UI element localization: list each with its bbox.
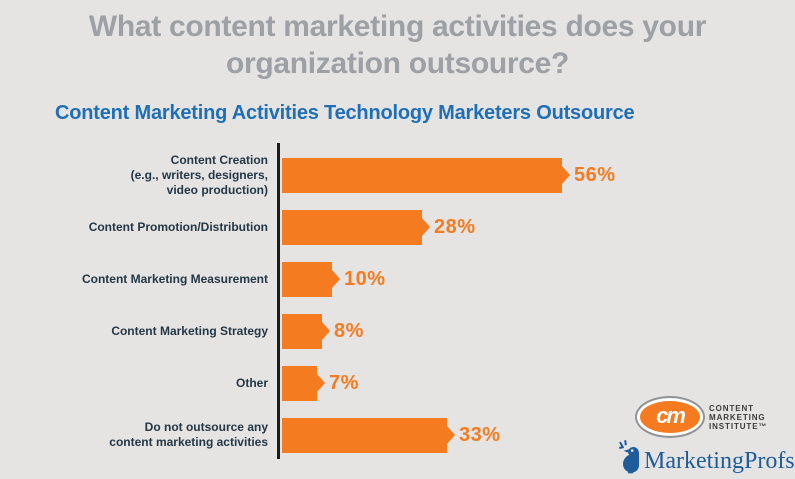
category-label-line: (e.g., writers, designers, bbox=[130, 167, 268, 182]
bar-arrow-tip bbox=[317, 374, 325, 392]
value-label: 28% bbox=[434, 215, 476, 238]
value-label: 33% bbox=[459, 423, 501, 446]
bar-area: 7% bbox=[282, 365, 359, 401]
attribution-logos: cm CONTENT MARKETING INSTITUTE™ bbox=[619, 398, 795, 474]
chart-row: Content Marketing Measurement 10% bbox=[0, 253, 795, 305]
bar-chart: Content Creation (e.g., writers, designer… bbox=[0, 143, 795, 473]
bar bbox=[282, 261, 340, 297]
chart-row: Other 7% bbox=[0, 357, 795, 409]
category-label: Other bbox=[0, 376, 268, 391]
chart-row: Content Marketing Strategy 8% bbox=[0, 305, 795, 357]
cmi-name: CONTENT MARKETING INSTITUTE™ bbox=[709, 404, 767, 431]
category-label-line: Content Marketing Strategy bbox=[111, 323, 268, 338]
cmi-logo: cm CONTENT MARKETING INSTITUTE™ bbox=[619, 398, 789, 436]
bar-arrow-tip bbox=[332, 270, 340, 288]
bar-arrow-tip bbox=[422, 218, 430, 236]
page-title-line-2: organization outsource? bbox=[225, 47, 570, 80]
bar bbox=[282, 313, 330, 349]
marketingprofs-logo: MarketingProfs bbox=[619, 440, 795, 474]
value-label: 10% bbox=[344, 267, 386, 290]
category-label-line: content marketing activities bbox=[109, 435, 268, 449]
category-label: Do not outsource any content marketing ac… bbox=[0, 420, 268, 450]
bird-icon bbox=[619, 440, 639, 474]
category-label: Content Marketing Measurement bbox=[0, 272, 268, 287]
chart-row: Do not outsource any content marketing ac… bbox=[0, 409, 795, 461]
bar-area: 56% bbox=[282, 157, 616, 193]
bar bbox=[282, 209, 430, 245]
value-label: 7% bbox=[329, 371, 359, 394]
bar bbox=[282, 157, 570, 193]
bar-arrow-tip bbox=[322, 322, 330, 340]
bar-arrow-tip bbox=[447, 426, 455, 444]
bar-area: 33% bbox=[282, 417, 501, 453]
y-axis-line bbox=[277, 143, 280, 459]
category-label-line: video production) bbox=[166, 182, 268, 197]
bar bbox=[282, 365, 325, 401]
category-label-line: Other bbox=[235, 375, 268, 390]
cmi-name-line-3: INSTITUTE™ bbox=[709, 421, 768, 431]
bar-area: 10% bbox=[282, 261, 386, 297]
category-label-line: Content Promotion/Distribution bbox=[88, 219, 268, 234]
cmi-monogram: cm bbox=[656, 403, 686, 428]
page-title: What content marketing activities does y… bbox=[0, 8, 795, 82]
bar-area: 8% bbox=[282, 313, 364, 349]
chart-rows: Content Creation (e.g., writers, designer… bbox=[0, 149, 795, 461]
page-title-line-1: What content marketing activities does y… bbox=[88, 10, 707, 43]
cmi-name-line-2: MARKETING bbox=[709, 412, 766, 422]
category-label: Content Creation (e.g., writers, designer… bbox=[0, 153, 268, 198]
cmi-badge-icon: cm bbox=[637, 398, 703, 436]
category-label-line: Content Creation bbox=[170, 152, 268, 167]
chart-row: Content Promotion/Distribution 28% bbox=[0, 201, 795, 253]
category-label: Content Promotion/Distribution bbox=[0, 220, 268, 235]
cmi-name-line-1: CONTENT bbox=[709, 403, 754, 413]
bar bbox=[282, 417, 455, 453]
chart-row: Content Creation (e.g., writers, designer… bbox=[0, 149, 795, 201]
marketingprofs-wordmark: MarketingProfs bbox=[644, 448, 795, 474]
category-label-line: Do not outsource any bbox=[144, 420, 268, 434]
category-label: Content Marketing Strategy bbox=[0, 324, 268, 339]
value-label: 8% bbox=[334, 319, 364, 342]
bar-area: 28% bbox=[282, 209, 476, 245]
bar-arrow-tip bbox=[562, 166, 570, 184]
chart-title: Content Marketing Activities Technology … bbox=[55, 102, 635, 124]
value-label: 56% bbox=[574, 163, 616, 186]
category-label-line: Content Marketing Measurement bbox=[81, 271, 268, 286]
